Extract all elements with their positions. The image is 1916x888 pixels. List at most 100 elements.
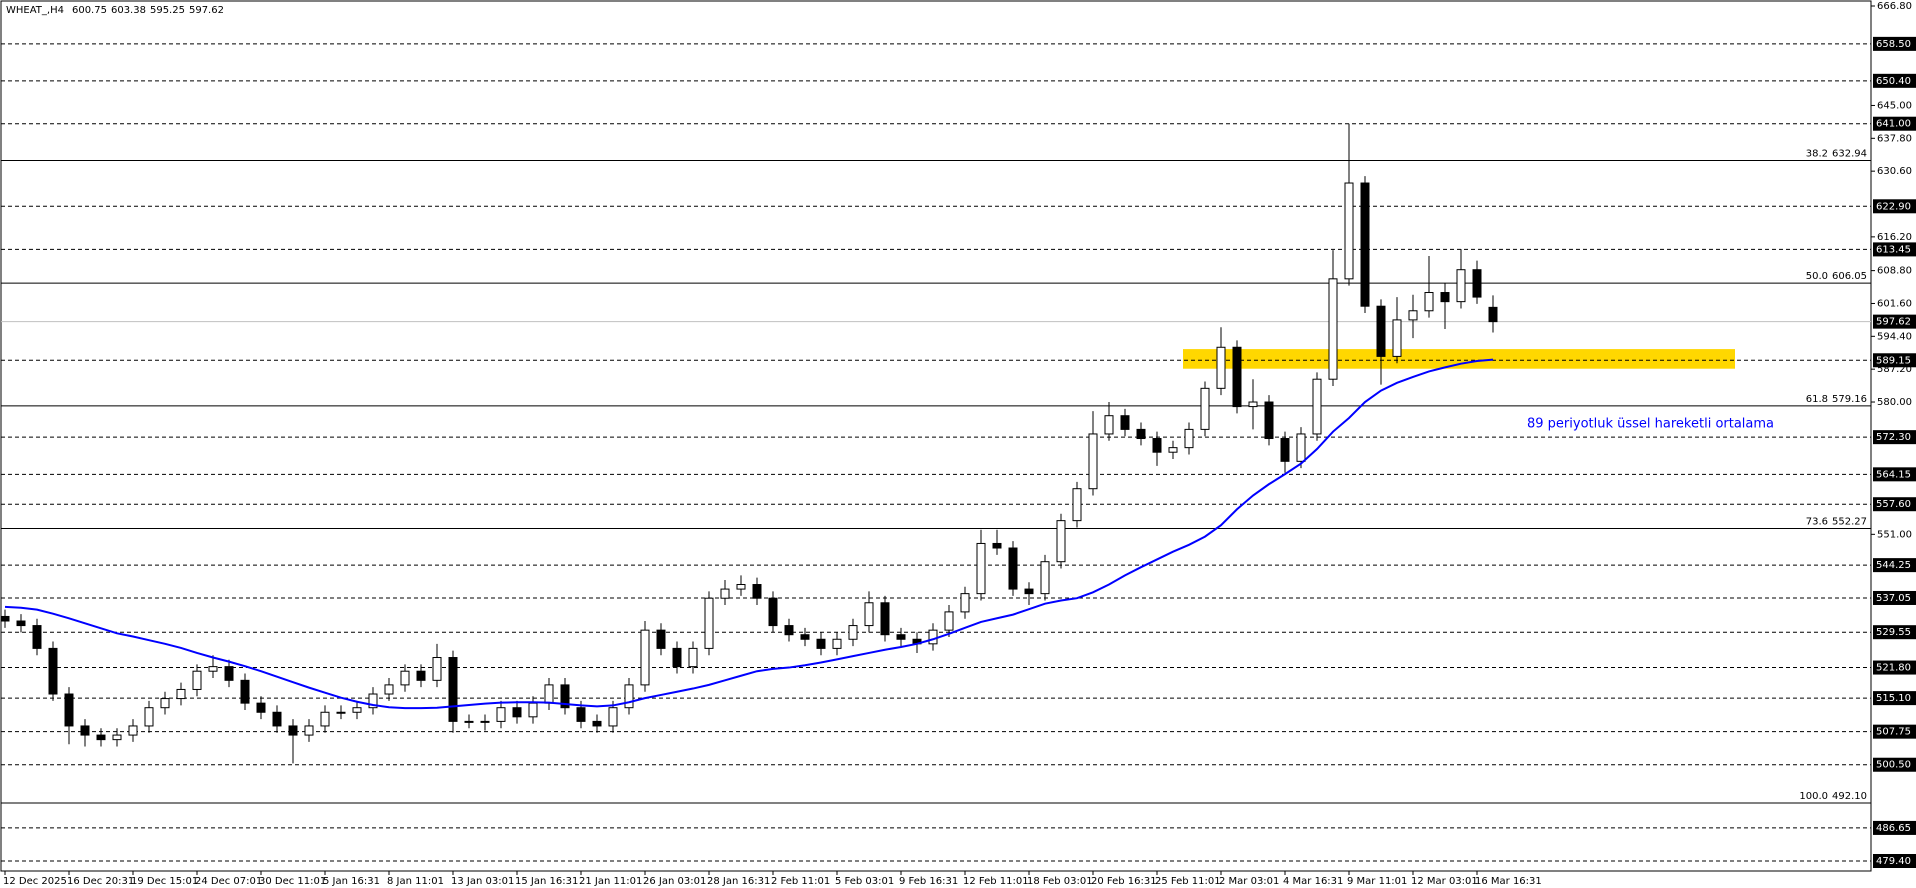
level-label: 515.10 — [1876, 693, 1911, 704]
candle-body — [272, 711, 282, 727]
x-tick-label: 25 Feb 11:01 — [1155, 876, 1221, 887]
candle-body — [1152, 438, 1162, 453]
candle-body — [32, 625, 42, 649]
candle-body — [928, 629, 938, 645]
candle-body — [368, 693, 378, 709]
level-box — [1873, 724, 1916, 739]
candle-body — [864, 602, 874, 627]
candle-body — [656, 629, 666, 649]
fibo-value: 606.05 — [1832, 271, 1867, 282]
candle-body — [1264, 401, 1274, 440]
candle-body — [720, 588, 730, 599]
candle-body — [1296, 433, 1306, 462]
level-label: 641.00 — [1876, 119, 1911, 130]
price-label: 597.62 — [1876, 317, 1911, 328]
level-box — [1873, 199, 1916, 214]
chart-header: WHEAT_,H4 600.75 603.38 595.25 597.62 — [6, 5, 224, 16]
level-label: 507.75 — [1876, 727, 1911, 738]
candle-body — [464, 720, 474, 723]
candle-body — [800, 634, 810, 640]
candle-body — [848, 625, 858, 640]
candle-body — [400, 670, 410, 686]
candle-body — [976, 542, 986, 595]
x-tick-label: 20 Feb 16:31 — [1091, 876, 1157, 887]
candle-body — [384, 684, 394, 695]
x-tick-label: 30 Dec 11:01 — [259, 876, 326, 887]
candle-body — [768, 597, 778, 627]
candle-body — [704, 597, 714, 649]
candle-body — [1024, 588, 1034, 595]
x-tick-label: 15 Jan 16:31 — [515, 876, 578, 887]
candle-body — [832, 638, 842, 649]
header-open: 600.75 — [72, 5, 107, 16]
candle-body — [1168, 447, 1178, 453]
candle-body — [224, 666, 234, 681]
candle-body — [192, 670, 202, 690]
level-box — [1873, 497, 1916, 512]
fibo-label: 100.0 492.10 — [1799, 791, 1867, 802]
fibo-ratio: 38.2 — [1806, 148, 1828, 159]
y-tick-label: 601.60 — [1877, 298, 1912, 309]
candle-body — [128, 725, 138, 736]
candle-body — [1344, 182, 1354, 280]
y-tick-label: 587.20 — [1877, 364, 1912, 375]
y-tick-label: 594.40 — [1877, 331, 1912, 342]
fibo-ratio: 73.6 — [1806, 517, 1828, 528]
x-tick-label: 21 Jan 11:01 — [579, 876, 642, 887]
y-tick-label: 616.20 — [1877, 232, 1912, 243]
level-label: 486.65 — [1876, 823, 1911, 834]
x-tick-label: 19 Dec 15:01 — [131, 876, 198, 887]
x-tick-label: 5 Feb 03:01 — [835, 876, 894, 887]
x-tick-label: 18 Feb 03:01 — [1027, 876, 1093, 887]
level-box — [1873, 467, 1916, 482]
x-tick-label: 2 Mar 03:01 — [1219, 876, 1279, 887]
candle-body — [1104, 415, 1114, 435]
y-tick-label: 580.00 — [1877, 397, 1912, 408]
candle-body — [1360, 182, 1370, 307]
y-tick-label: 645.00 — [1877, 100, 1912, 111]
level-label: 544.25 — [1876, 560, 1911, 571]
x-tick-label: 24 Dec 07:01 — [195, 876, 262, 887]
fibo-value: 579.16 — [1832, 394, 1867, 405]
candle-body — [1392, 319, 1402, 357]
candle-body — [512, 707, 522, 718]
level-box — [1873, 430, 1916, 445]
price-box — [1873, 314, 1916, 329]
candle-body — [304, 725, 314, 736]
level-box — [1873, 242, 1916, 257]
candle-body — [592, 720, 602, 727]
level-box — [1873, 625, 1916, 640]
level-label: 622.90 — [1876, 201, 1911, 212]
fibo-value: 552.27 — [1832, 517, 1867, 528]
candle-body — [1136, 428, 1146, 440]
candle-body — [960, 593, 970, 613]
candle-body — [0, 615, 10, 622]
candle-body — [784, 625, 794, 636]
x-tick-label: 12 Dec 2025 — [3, 876, 67, 887]
candle-body — [480, 720, 490, 723]
candle-body — [896, 634, 906, 640]
level-label: 572.30 — [1876, 432, 1911, 443]
level-label: 650.40 — [1876, 76, 1911, 87]
candle-body — [496, 707, 506, 722]
fibo-label: 61.8 579.16 — [1806, 394, 1867, 405]
candle-body — [560, 684, 570, 709]
y-tick-label: 608.80 — [1877, 266, 1912, 277]
y-tick-label: 551.00 — [1877, 529, 1912, 540]
candle-body — [1376, 305, 1386, 357]
candle-body — [1472, 269, 1482, 298]
y-tick-label: 630.60 — [1877, 166, 1912, 177]
candle-body — [688, 647, 698, 668]
x-tick-label: 8 Jan 11:01 — [387, 876, 444, 887]
candle-body — [64, 693, 74, 727]
fibo-label: 38.2 632.94 — [1806, 148, 1867, 159]
candle-body — [96, 734, 106, 741]
candle-body — [1456, 269, 1466, 303]
level-label: 589.15 — [1876, 355, 1911, 366]
candle-body — [1424, 292, 1434, 312]
candle-body — [624, 684, 634, 709]
candle-body — [816, 638, 826, 649]
